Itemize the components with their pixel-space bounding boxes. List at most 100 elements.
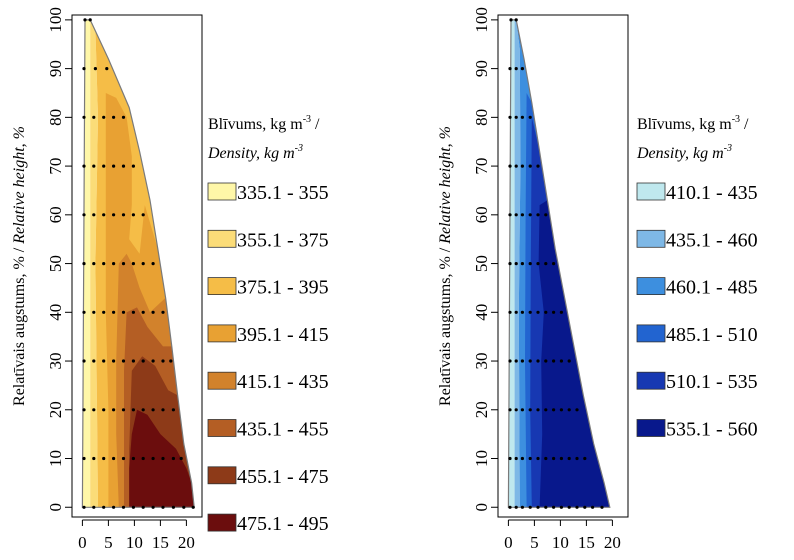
sample-point <box>552 408 556 412</box>
sample-point <box>600 505 604 509</box>
sample-point <box>88 18 92 22</box>
sample-point <box>514 310 518 314</box>
sample-point <box>105 67 109 71</box>
y-tick-label: 40 <box>46 304 65 321</box>
sample-point <box>92 505 96 509</box>
sample-point <box>544 408 548 412</box>
sample-point <box>112 213 116 217</box>
legend-swatch <box>207 419 237 437</box>
sample-point <box>82 456 86 461</box>
sample-point <box>102 115 106 119</box>
sample-point <box>161 310 165 314</box>
y-tick-label: 40 <box>472 304 491 321</box>
sample-point <box>528 262 532 266</box>
legend-swatch <box>636 371 666 390</box>
sample-point <box>514 359 518 363</box>
sample-point <box>102 213 106 217</box>
y-axis-label-part: Relative height, % <box>11 126 28 245</box>
sample-point <box>121 310 126 314</box>
sample-point <box>514 262 518 266</box>
sample-point <box>112 115 116 119</box>
x-tick-label: 20 <box>178 533 195 552</box>
y-axis-label-part: Relative height, % <box>437 126 454 245</box>
sample-point <box>514 456 518 461</box>
sample-points <box>508 18 604 509</box>
sample-point <box>544 310 548 314</box>
sample-point <box>509 18 513 22</box>
sample-point <box>544 456 548 461</box>
legend-swatch <box>207 513 237 532</box>
legend-label: 375.1 - 395 <box>237 277 329 299</box>
sample-point <box>171 505 175 509</box>
sample-point <box>92 408 96 412</box>
legend-title: Blīvums, kg m-3 / <box>637 114 749 133</box>
sample-point <box>102 164 106 168</box>
plot-frame <box>71 14 203 518</box>
sample-point <box>536 408 540 412</box>
sample-point <box>82 115 86 119</box>
y-axis-label-part: Relatīvais augstums, % / <box>11 244 28 406</box>
legend-label: 435.1 - 460 <box>666 229 758 251</box>
sample-point <box>520 456 525 461</box>
y-axis-label: Relatīvais augstums, % / Relative height… <box>437 126 454 406</box>
sample-point <box>141 408 145 412</box>
sample-point <box>508 408 512 412</box>
y-tick-label: 100 <box>472 7 491 33</box>
y-tick-label: 0 <box>472 503 491 512</box>
sample-point <box>591 505 595 509</box>
sample-point <box>528 115 532 119</box>
sample-point <box>92 359 96 363</box>
sample-point <box>567 359 571 363</box>
sample-point <box>508 310 512 314</box>
sample-point <box>520 115 525 119</box>
sample-points <box>82 18 195 509</box>
sample-point <box>559 310 564 314</box>
sample-point <box>179 456 183 461</box>
sample-point <box>552 262 556 266</box>
sample-point <box>141 310 145 314</box>
y-tick-label: 20 <box>46 401 65 418</box>
sample-point <box>82 310 86 314</box>
sample-point <box>121 213 126 217</box>
legend-label: 355.1 - 375 <box>237 229 329 251</box>
sample-point <box>508 164 512 168</box>
sample-point <box>544 359 548 363</box>
sample-point <box>536 213 540 217</box>
sample-point <box>161 505 165 509</box>
legend-swatch <box>636 229 666 248</box>
sample-point <box>131 505 135 509</box>
sample-point <box>508 505 512 509</box>
sample-point <box>83 18 87 22</box>
legend-title: Blīvums, kg m-3 / <box>208 114 320 133</box>
sample-point <box>131 456 135 461</box>
sample-point <box>161 359 165 363</box>
sample-point <box>508 359 512 363</box>
sample-point <box>92 164 96 168</box>
sample-point <box>567 505 571 509</box>
legend-swatch <box>207 277 237 296</box>
plot-frame <box>497 14 629 518</box>
legend-label: 485.1 - 510 <box>666 324 758 346</box>
sample-point <box>508 456 512 461</box>
sample-point <box>82 408 86 412</box>
x-tick-label: 0 <box>78 533 87 552</box>
sample-point <box>141 456 145 461</box>
sample-point <box>112 262 116 266</box>
legend-swatch <box>636 182 666 201</box>
sample-point <box>552 456 556 461</box>
y-tick-label: 50 <box>46 255 65 272</box>
y-tick-label: 70 <box>46 158 65 175</box>
y-tick-label: 10 <box>46 450 65 467</box>
sample-point <box>514 408 518 412</box>
sample-point <box>520 408 525 412</box>
sample-point <box>82 67 86 71</box>
sample-point <box>514 164 518 168</box>
sample-point <box>102 359 106 363</box>
sample-point <box>528 505 532 509</box>
sample-point <box>141 213 145 217</box>
legend-swatch <box>207 182 237 201</box>
legend-label: 475.1 - 495 <box>237 513 329 535</box>
sample-point <box>552 359 556 363</box>
